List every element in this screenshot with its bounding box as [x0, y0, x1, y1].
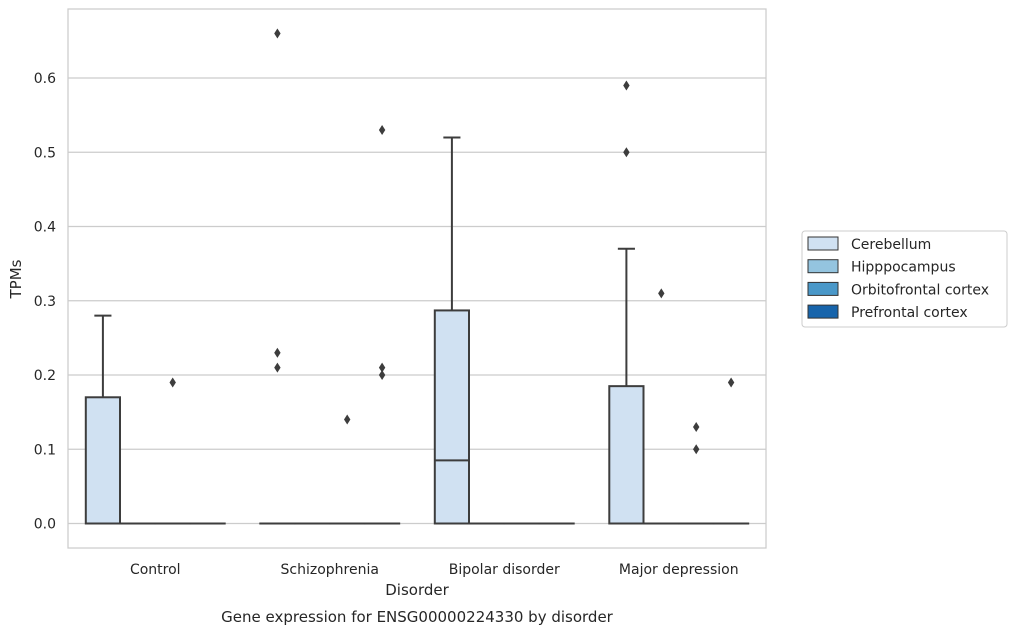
- outlier-point: [623, 80, 630, 91]
- legend-label: Orbitofrontal cortex: [851, 282, 989, 298]
- outlier-point: [693, 444, 700, 455]
- legend-swatch: [807, 304, 839, 319]
- y-tick-label: 0.5: [34, 145, 56, 161]
- boxes: [84, 136, 750, 525]
- legend-label: Cerebellum: [851, 237, 931, 253]
- y-tick-label: 0.0: [34, 517, 56, 533]
- legend-label: Hipppocampus: [851, 260, 956, 276]
- outlier-point: [623, 147, 630, 158]
- x-axis-label: Disorder: [385, 581, 449, 599]
- outlier-point: [378, 125, 386, 136]
- box-cerebellum: [84, 396, 122, 525]
- chart-caption: Gene expression for ENSG00000224330 by d…: [221, 608, 614, 626]
- y-axis-label: TPMs: [7, 259, 25, 299]
- y-tick-label: 0.2: [34, 368, 56, 384]
- outlier-point: [274, 28, 281, 39]
- x-tick-label: Control: [130, 562, 181, 578]
- plot-area: [67, 8, 767, 549]
- legend-swatch: [807, 259, 839, 274]
- outlier-point: [378, 370, 386, 381]
- legend-swatch: [807, 236, 839, 251]
- outliers: [169, 28, 735, 455]
- y-tick-label: 0.1: [34, 442, 56, 458]
- legend: Cerebellum Hipppocampus Orbitofrontal cort…: [801, 230, 1008, 328]
- y-tick-label: 0.4: [34, 220, 56, 236]
- x-tick-label: Schizophrenia: [281, 562, 379, 578]
- outlier-point: [169, 377, 176, 388]
- y-tick-label: 0.6: [34, 71, 56, 87]
- outlier-point: [344, 414, 351, 425]
- outlier-point: [378, 362, 386, 373]
- box-cerebellum: [433, 309, 471, 525]
- legend-label: Prefrontal cortex: [851, 305, 968, 321]
- legend-swatch: [807, 281, 839, 296]
- outlier-point: [274, 347, 281, 358]
- legend-frame: [801, 230, 1008, 328]
- outlier-point: [727, 377, 735, 388]
- x-tick-label: Major depression: [619, 562, 739, 578]
- outlier-point: [658, 288, 665, 299]
- outlier-point: [693, 421, 700, 432]
- box-cerebellum: [608, 385, 645, 525]
- y-axis-ticks: 0.0 0.1 0.2 0.3 0.4 0.5 0.6: [34, 71, 56, 532]
- x-tick-label: Bipolar disorder: [449, 562, 560, 578]
- y-tick-label: 0.3: [34, 294, 56, 310]
- outlier-point: [274, 362, 281, 373]
- x-axis-ticks: Control Schizophrenia Bipolar disorder Majo…: [130, 562, 739, 578]
